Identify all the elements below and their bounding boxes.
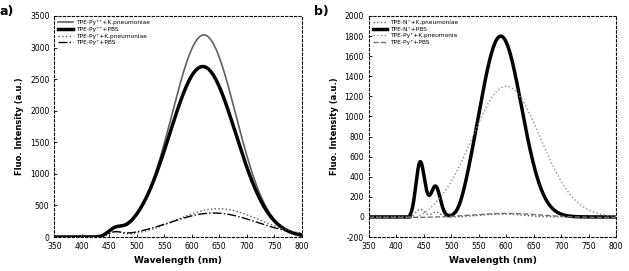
- Y-axis label: Fluo. Intensity (a.u.): Fluo. Intensity (a.u.): [15, 78, 25, 175]
- Text: a): a): [0, 5, 14, 18]
- Y-axis label: Fluo. Intensity (a.u.): Fluo. Intensity (a.u.): [330, 78, 339, 175]
- X-axis label: Wavelength (nm): Wavelength (nm): [448, 256, 537, 265]
- Legend: TPE-N⁺+K.pneumoniae, TPE-N⁺+PBS, TPE-Py⁺+K.pneumonia, TPE-Py⁺+PBS: TPE-N⁺+K.pneumoniae, TPE-N⁺+PBS, TPE-Py⁺…: [372, 19, 460, 46]
- Legend: TPE-Py⁺⁺+K.pneumoniae, TPE-Py⁺⁺+PBS, TPE-Py⁺+K.pneumoniae, TPE-Py⁺+PBS: TPE-Py⁺⁺+K.pneumoniae, TPE-Py⁺⁺+PBS, TPE…: [57, 19, 151, 46]
- X-axis label: Wavelength (nm): Wavelength (nm): [134, 256, 222, 265]
- Text: b): b): [314, 5, 329, 18]
